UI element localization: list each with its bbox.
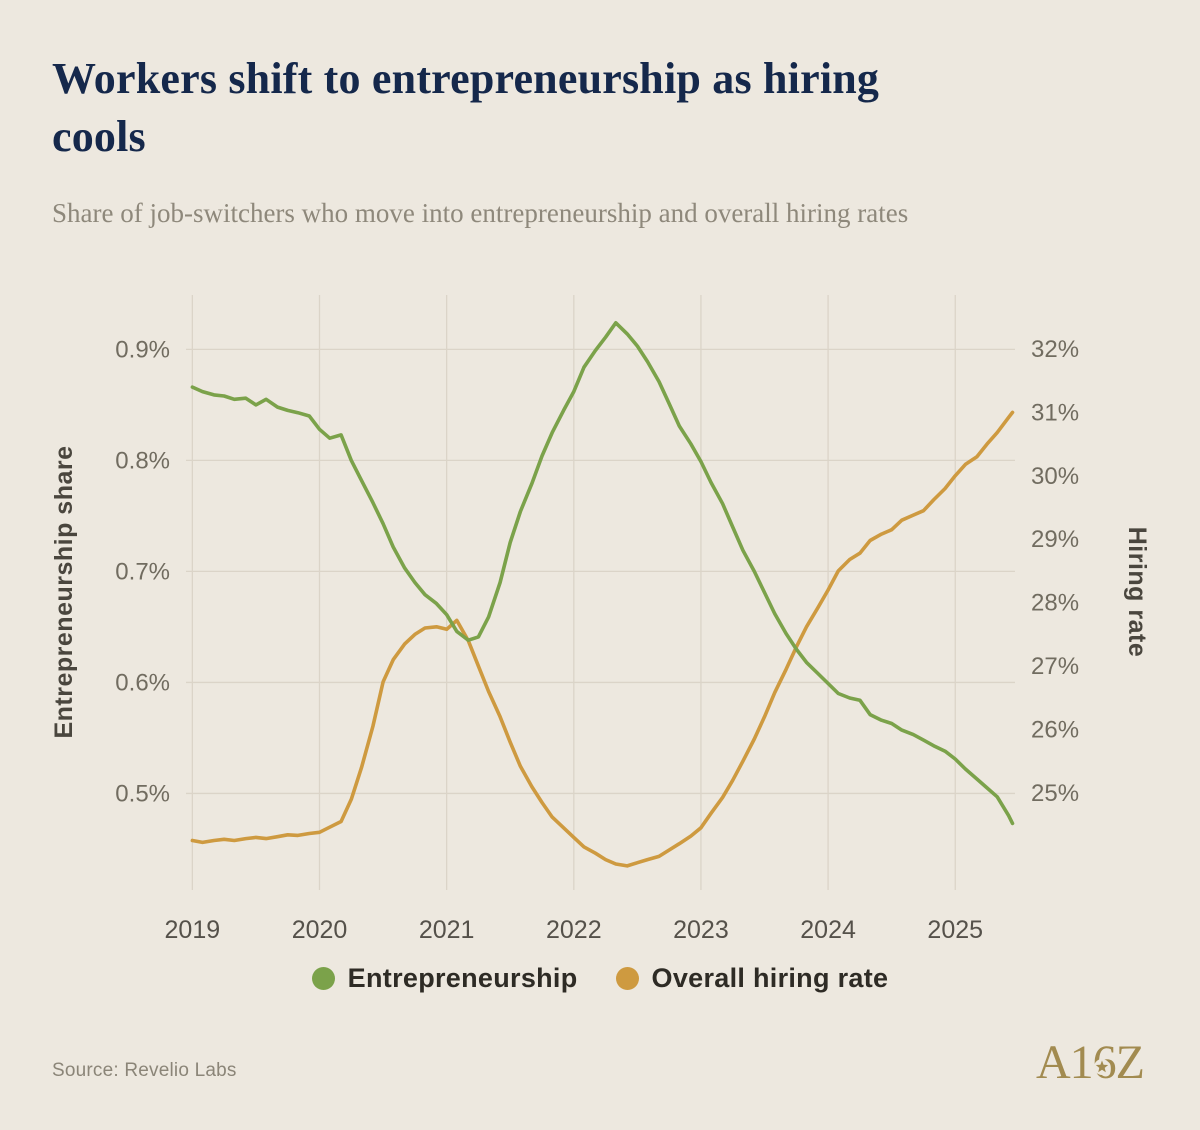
y-right-tick-label: 31% — [1031, 399, 1079, 426]
y-right-tick-label: 26% — [1031, 717, 1079, 744]
a16z-logo-text: A16Z — [1036, 1036, 1144, 1088]
entrepreneurship-dot-icon — [311, 967, 335, 990]
y-right-tick-label: 25% — [1031, 780, 1079, 807]
y-left-tick-label: 0.6% — [115, 669, 170, 696]
x-tick-label: 2021 — [419, 916, 475, 944]
x-tick-label: 2025 — [927, 916, 983, 944]
legend-label: Overall hiring rate — [651, 963, 889, 993]
y-right-tick-label: 30% — [1031, 463, 1079, 490]
legend-label: Entrepreneurship — [347, 963, 578, 993]
hiring-rate-dot-icon — [615, 967, 639, 990]
y-left-tick-label: 0.5% — [115, 780, 170, 807]
source-credit: Source: Revelio Labs — [52, 1060, 237, 1081]
x-tick-label: 2022 — [546, 916, 602, 944]
y-axis-right-title: Hiring rate — [1123, 526, 1151, 658]
y-left-tick-label: 0.8% — [115, 447, 170, 474]
y-left-tick-label: 0.7% — [115, 558, 170, 585]
y-left-tick-label: 0.9% — [115, 336, 170, 363]
x-tick-label: 2019 — [165, 916, 221, 944]
x-tick-label: 2023 — [673, 916, 729, 944]
legend-item-entrepreneurship: Entrepreneurship — [311, 963, 578, 994]
series-line-overall-hiring-rate — [190, 410, 1015, 868]
y-axis-left-title: Entrepreneurship share — [50, 445, 78, 739]
x-tick-label: 2020 — [292, 916, 348, 944]
a16z-logo: A16Z — [1034, 1036, 1154, 1093]
y-right-tick-label: 29% — [1031, 526, 1079, 553]
page-title: Workers shift to entrepreneurship as hir… — [52, 54, 880, 162]
y-right-tick-label: 28% — [1031, 590, 1079, 617]
legend-item-hiring-rate: Overall hiring rate — [615, 963, 889, 994]
chart-svg: 0.9% 0.8% 0.7% 0.6% 0.5% 32% 31% 30% 29% 28% 27% 26… — [115, 295, 1079, 944]
chart-legend: Entrepreneurship Overall hiring rate — [0, 963, 1200, 994]
page-subtitle: Share of job-switchers who move into ent… — [52, 198, 909, 228]
series-line-entrepreneurship — [190, 320, 1015, 826]
y-right-tick-label: 27% — [1031, 653, 1079, 680]
x-tick-label: 2024 — [800, 916, 856, 944]
chart-area: 0.9% 0.8% 0.7% 0.6% 0.5% 32% 31% 30% 29% 28% 27% 26… — [0, 260, 1200, 960]
y-right-tick-label: 32% — [1031, 336, 1079, 363]
star-icon — [1095, 1060, 1109, 1073]
